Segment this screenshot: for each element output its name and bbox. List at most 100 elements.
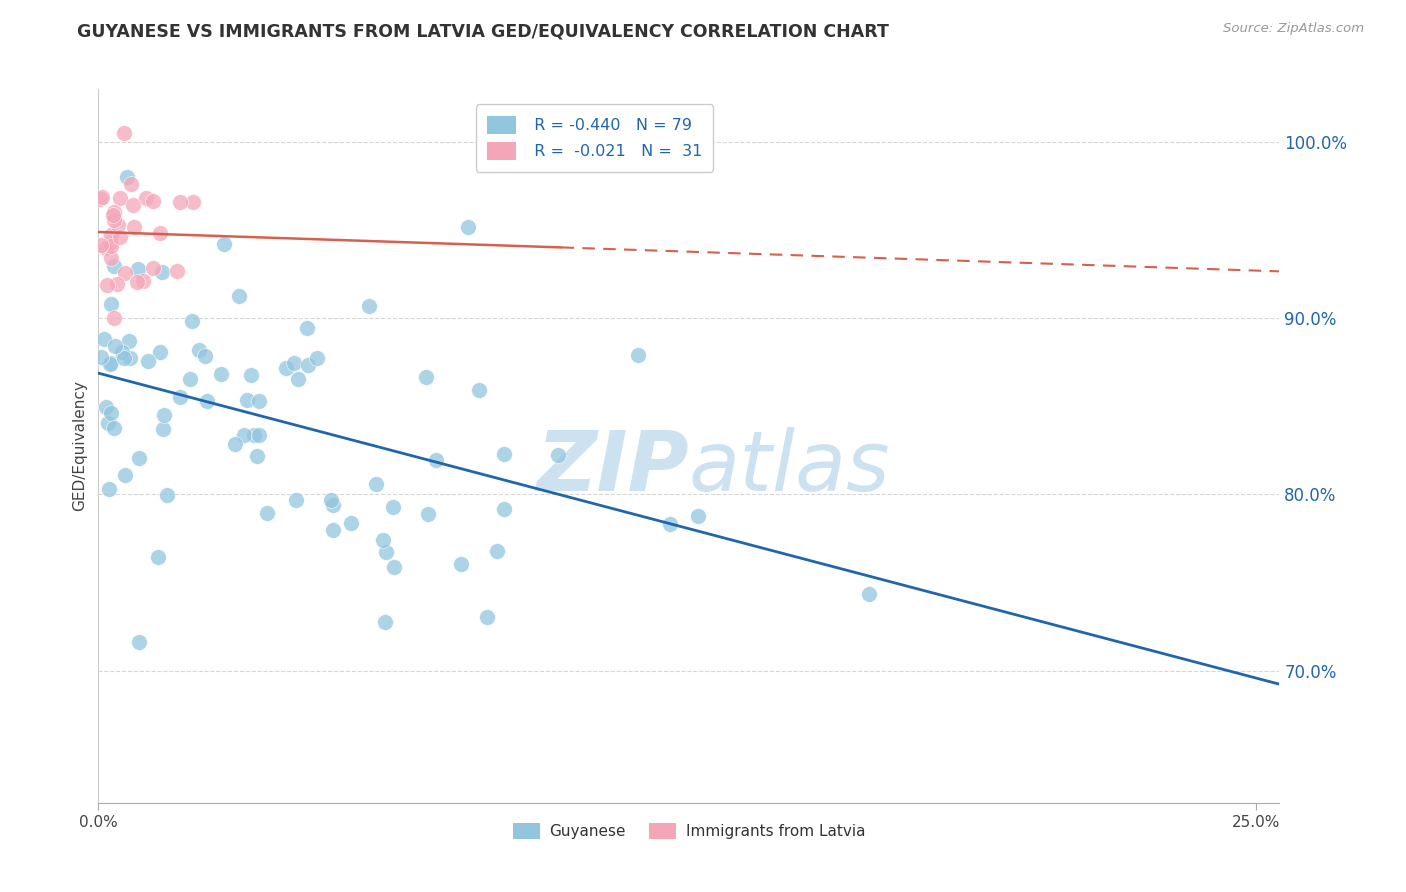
Point: [96, 277, 118, 292]
Point: [91, 190, 114, 204]
Point: [249, 428, 271, 442]
Point: [152, 422, 174, 436]
Point: [149, 345, 172, 359]
Point: [256, 506, 278, 520]
Point: [108, 229, 131, 244]
Point: [373, 533, 395, 547]
Point: [359, 299, 381, 313]
Point: [627, 348, 650, 362]
Point: [128, 635, 150, 649]
Point: [93, 332, 115, 346]
Point: [112, 351, 135, 365]
Y-axis label: GED/Equivalency: GED/Equivalency: [72, 381, 87, 511]
Point: [547, 448, 569, 462]
Point: [125, 275, 148, 289]
Point: [103, 310, 125, 325]
Text: atlas: atlas: [689, 427, 890, 508]
Point: [122, 220, 145, 235]
Point: [659, 516, 682, 531]
Point: [103, 213, 125, 227]
Point: [475, 610, 498, 624]
Point: [100, 239, 122, 253]
Point: [486, 544, 509, 558]
Point: [209, 368, 232, 382]
Point: [366, 476, 388, 491]
Point: [688, 508, 710, 523]
Point: [108, 191, 131, 205]
Point: [132, 274, 155, 288]
Point: [297, 359, 319, 373]
Point: [98, 357, 121, 371]
Point: [101, 209, 124, 223]
Point: [233, 428, 256, 442]
Point: [146, 549, 169, 564]
Point: [197, 394, 219, 409]
Point: [169, 390, 191, 404]
Point: [149, 226, 172, 240]
Point: [212, 237, 235, 252]
Point: [100, 356, 122, 370]
Point: [450, 558, 472, 572]
Point: [295, 321, 318, 335]
Point: [100, 251, 122, 265]
Point: [425, 453, 447, 467]
Point: [180, 314, 202, 328]
Point: [94, 400, 117, 414]
Point: [276, 360, 298, 375]
Point: [194, 349, 217, 363]
Point: [468, 384, 491, 398]
Point: [307, 351, 329, 366]
Point: [240, 368, 263, 383]
Point: [153, 408, 176, 422]
Point: [374, 615, 396, 629]
Point: [381, 500, 404, 515]
Point: [89, 192, 111, 206]
Point: [142, 261, 165, 276]
Point: [858, 587, 880, 601]
Point: [492, 447, 515, 461]
Point: [224, 437, 246, 451]
Point: [418, 507, 440, 521]
Text: Source: ZipAtlas.com: Source: ZipAtlas.com: [1223, 22, 1364, 36]
Point: [287, 372, 309, 386]
Point: [187, 343, 209, 358]
Point: [492, 501, 515, 516]
Point: [179, 371, 201, 385]
Point: [169, 195, 191, 210]
Point: [415, 369, 437, 384]
Point: [152, 265, 174, 279]
Point: [103, 421, 125, 435]
Point: [114, 266, 136, 280]
Point: [98, 236, 121, 251]
Point: [120, 177, 142, 191]
Point: [246, 450, 269, 464]
Point: [128, 451, 150, 466]
Point: [166, 264, 188, 278]
Point: [322, 499, 344, 513]
Point: [97, 483, 120, 497]
Text: GUYANESE VS IMMIGRANTS FROM LATVIA GED/EQUIVALENCY CORRELATION CHART: GUYANESE VS IMMIGRANTS FROM LATVIA GED/E…: [77, 22, 889, 40]
Point: [90, 350, 112, 364]
Point: [138, 354, 160, 368]
Point: [321, 492, 343, 507]
Point: [156, 488, 179, 502]
Point: [322, 524, 344, 538]
Point: [111, 344, 134, 359]
Point: [112, 126, 135, 140]
Point: [100, 228, 122, 243]
Point: [120, 351, 142, 365]
Point: [100, 297, 122, 311]
Point: [243, 428, 266, 442]
Point: [283, 356, 305, 370]
Point: [100, 406, 122, 420]
Point: [228, 289, 250, 303]
Point: [103, 259, 125, 273]
Point: [114, 467, 136, 482]
Point: [107, 218, 129, 232]
Point: [142, 194, 165, 208]
Point: [247, 394, 270, 409]
Text: ZIP: ZIP: [536, 427, 689, 508]
Point: [90, 237, 112, 252]
Point: [115, 170, 138, 185]
Point: [135, 191, 157, 205]
